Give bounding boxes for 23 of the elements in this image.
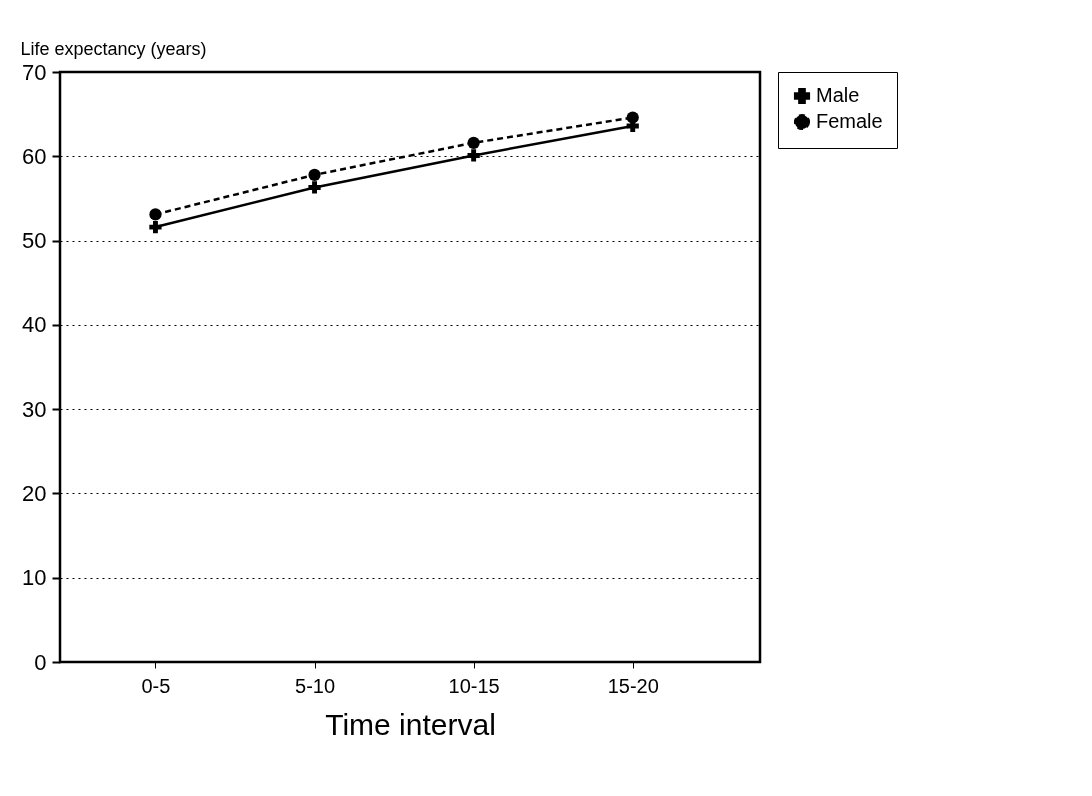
point — [308, 181, 321, 194]
x-axis-title: Time interval — [325, 707, 496, 741]
legend-label: Male — [816, 84, 860, 106]
y-tick-label: 40 — [22, 312, 47, 338]
x-tick-label: 0-5 — [141, 674, 171, 697]
x-tick-label: 5-10 — [295, 674, 336, 697]
point — [626, 111, 639, 124]
y-tick-label: 30 — [22, 396, 47, 422]
y-tick-label: 50 — [22, 228, 47, 254]
y-tick-label: 70 — [22, 59, 47, 85]
legend-label: Female — [816, 110, 883, 132]
point — [149, 220, 162, 234]
y-tick-label: 10 — [22, 565, 47, 591]
y-tick-label: 0 — [34, 649, 47, 675]
point — [467, 149, 480, 162]
x-tick-label: 10-15 — [448, 674, 500, 697]
y-tick-label: 20 — [22, 480, 47, 506]
point — [467, 136, 480, 149]
y-tick-label: 60 — [22, 143, 47, 169]
point — [149, 208, 162, 221]
x-tick-label: 15-20 — [607, 674, 659, 697]
point — [308, 168, 321, 181]
y-axis-title: Life expectancy (years) — [20, 38, 207, 59]
